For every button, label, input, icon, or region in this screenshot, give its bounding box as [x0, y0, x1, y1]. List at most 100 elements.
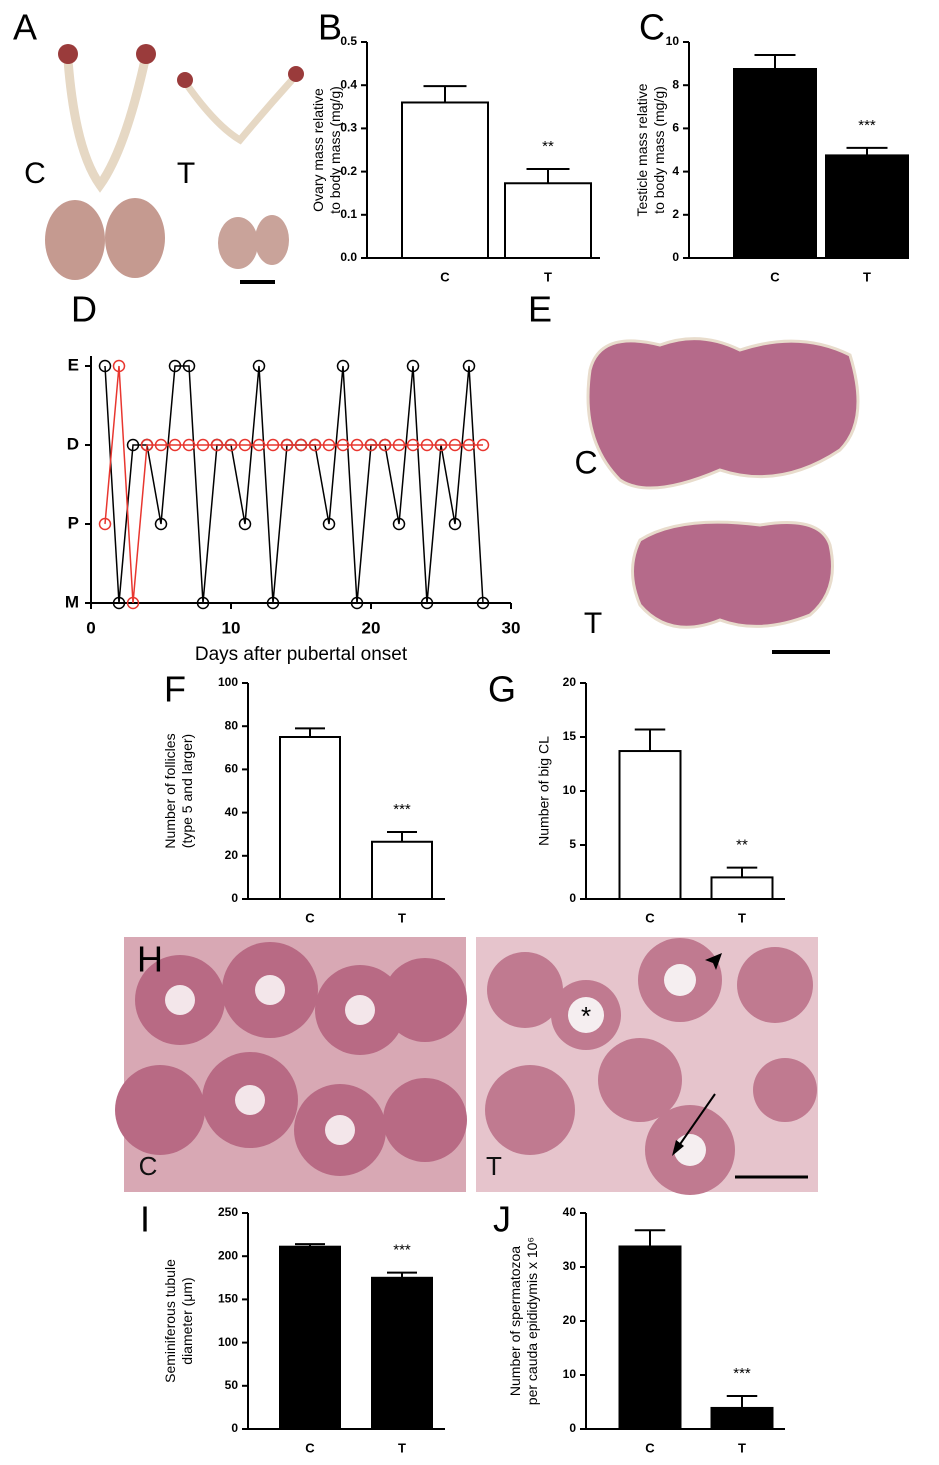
x-tick-label: C [305, 910, 315, 925]
y-tick-label: 100 [218, 1335, 238, 1349]
significance-label: ** [542, 138, 554, 155]
y-tick-label: P [68, 513, 79, 532]
series-point [196, 438, 210, 452]
y-tick-label: 6 [672, 121, 679, 135]
x-tick-label: T [544, 269, 552, 284]
y-axis-label: Seminiferous tubule [162, 1259, 178, 1383]
panel-letter: B [318, 7, 342, 48]
y-tick-label: 15 [563, 729, 577, 743]
significance-label: *** [733, 1365, 751, 1382]
bar [733, 68, 817, 259]
x-tick-label: T [398, 1440, 406, 1455]
series-point [308, 438, 322, 452]
y-tick-label: 0 [569, 891, 576, 905]
y-axis-label: per cauda epididymis x 10⁶ [524, 1237, 540, 1405]
y-tick-label: 20 [563, 675, 577, 689]
bar [504, 182, 592, 260]
photo-h [115, 937, 818, 1195]
image-label: T [584, 607, 602, 640]
series-point [280, 438, 294, 452]
series-point [294, 438, 308, 452]
panel-letter: A [13, 7, 37, 48]
series-point [112, 596, 126, 610]
bar [618, 750, 682, 900]
significance-label: ** [736, 837, 748, 854]
y-axis-label: diameter (μm) [179, 1277, 195, 1364]
y-tick-label: 0 [569, 1421, 576, 1435]
series-point [322, 438, 336, 452]
series-point [266, 438, 280, 452]
series-point [406, 359, 420, 373]
series-point [98, 359, 112, 373]
series-point [350, 438, 364, 452]
series-point [182, 359, 196, 373]
significance-label: *** [393, 1242, 411, 1259]
bar [279, 1245, 341, 1431]
series-point [112, 359, 126, 373]
y-axis-label: to body mass (mg/g) [327, 86, 343, 214]
series-point [448, 438, 462, 452]
bar [710, 1406, 774, 1430]
y-axis-label: Number of big CL [536, 736, 552, 846]
y-tick-label: 0 [231, 1421, 238, 1435]
series-point [252, 438, 266, 452]
panel-letter: C [639, 7, 665, 48]
series-point [336, 359, 350, 373]
significance-label: *** [858, 117, 876, 134]
y-axis-label: to body mass (mg/g) [651, 86, 667, 214]
panel-letter: I [140, 1199, 150, 1240]
series-point [98, 517, 112, 531]
x-tick-label: C [770, 269, 780, 284]
x-tick-label: 30 [502, 618, 521, 637]
y-tick-label: M [65, 592, 79, 611]
y-tick-label: 0.2 [340, 164, 357, 178]
panel-letter: G [488, 669, 516, 710]
y-tick-label: 250 [218, 1205, 238, 1219]
series-point [154, 517, 168, 531]
panel-letter: H [137, 939, 163, 980]
y-tick-label: 8 [672, 77, 679, 91]
series-point [378, 438, 392, 452]
series-point [392, 517, 406, 531]
x-tick-label: 20 [362, 618, 381, 637]
series-point [448, 517, 462, 531]
series-point [224, 438, 238, 452]
series-point [322, 517, 336, 531]
x-tick-label: C [305, 1440, 315, 1455]
series-point [210, 438, 224, 452]
series-point [476, 438, 490, 452]
image-label: T [177, 157, 195, 190]
series-point [420, 596, 434, 610]
series-point [392, 438, 406, 452]
series-point [126, 438, 140, 452]
bar [825, 154, 909, 259]
y-tick-label: 10 [666, 34, 680, 48]
series-point [154, 438, 168, 452]
y-tick-label: D [67, 434, 79, 453]
series-point [462, 359, 476, 373]
series-point [252, 359, 266, 373]
y-tick-label: 60 [225, 762, 239, 776]
series-point [462, 438, 476, 452]
y-tick-label: 20 [225, 848, 239, 862]
image-label: C [139, 1151, 158, 1181]
y-tick-label: 0.3 [340, 121, 357, 135]
x-tick-label: C [645, 1440, 655, 1455]
y-axis-label: Ovary mass relative [310, 88, 326, 212]
y-tick-label: 0.5 [340, 34, 357, 48]
panel-letter: E [528, 289, 552, 330]
y-tick-label: 200 [218, 1248, 238, 1262]
y-tick-label: 0 [672, 250, 679, 264]
y-tick-label: 0.1 [340, 207, 357, 221]
series-point [168, 359, 182, 373]
bar [371, 1276, 433, 1431]
significance-label: *** [393, 801, 411, 818]
series-point [238, 438, 252, 452]
y-tick-label: 5 [569, 837, 576, 851]
series-point [420, 438, 434, 452]
y-tick-label: 0.0 [340, 250, 357, 264]
series-line [104, 365, 483, 604]
photo-e [586, 337, 860, 654]
y-tick-label: 2 [672, 207, 679, 221]
